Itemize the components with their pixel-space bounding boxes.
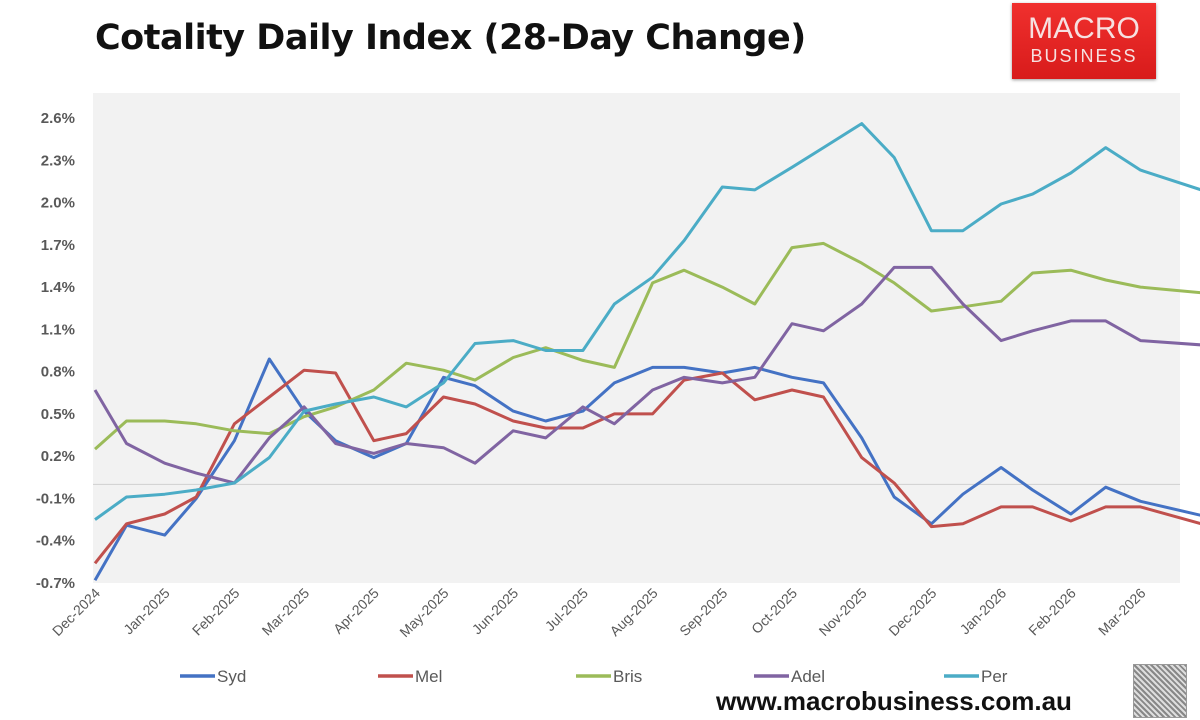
legend-label-syd: Syd: [217, 667, 246, 686]
series-line-mel: [93, 368, 1200, 565]
y-tick-label: 0.2%: [41, 448, 75, 465]
x-tick-label: Nov-2025: [816, 585, 870, 639]
x-tick-label: Feb-2026: [1025, 585, 1079, 639]
y-tick-label: 1.1%: [41, 321, 75, 338]
y-tick-label: -0.7%: [36, 575, 75, 592]
x-tick-label: Mar-2025: [259, 585, 313, 639]
series-line-adel: [93, 265, 1200, 485]
x-tick-label: Jul-2025: [542, 585, 591, 634]
x-tick-label: Feb-2025: [189, 585, 243, 639]
y-tick-label: -0.4%: [36, 533, 75, 550]
plot-area: [93, 93, 1180, 583]
x-tick-label: Jan-2025: [120, 585, 173, 638]
x-tick-label: Oct-2025: [748, 585, 800, 637]
series-line-per: [94, 122, 1200, 521]
x-tick-label: Apr-2025: [330, 585, 382, 637]
x-tick-label: Dec-2024: [49, 585, 103, 639]
legend-label-mel: Mel: [415, 667, 442, 686]
legend-label-adel: Adel: [791, 667, 825, 686]
y-tick-label: -0.1%: [36, 490, 75, 507]
wolf-logo-icon: [1133, 664, 1187, 718]
y-tick-label: 0.8%: [41, 364, 75, 381]
x-tick-label: Mar-2026: [1095, 585, 1149, 639]
series-line-syd: [93, 357, 1200, 581]
y-tick-label: 2.0%: [41, 195, 75, 212]
website-url: www.macrobusiness.com.au: [716, 686, 1072, 716]
y-tick-label: 0.5%: [41, 406, 75, 423]
x-tick-label: Jan-2026: [957, 585, 1010, 638]
x-tick-label: Dec-2025: [885, 585, 939, 639]
y-tick-label: 1.7%: [41, 237, 75, 254]
y-tick-label: 2.3%: [41, 152, 75, 169]
legend-label-bris: Bris: [613, 667, 642, 686]
y-tick-label: 2.6%: [41, 110, 75, 127]
x-tick-label: Sep-2025: [676, 585, 730, 639]
macro-business-logo: MACRO BUSINESS: [1012, 3, 1156, 79]
x-tick-label: May-2025: [396, 585, 451, 640]
y-tick-label: 1.4%: [41, 279, 75, 296]
legend-label-per: Per: [981, 667, 1008, 686]
x-tick-label: Jun-2025: [469, 585, 522, 638]
x-tick-label: Aug-2025: [606, 585, 660, 639]
chart-title: Cotality Daily Index (28-Day Change): [95, 18, 806, 58]
